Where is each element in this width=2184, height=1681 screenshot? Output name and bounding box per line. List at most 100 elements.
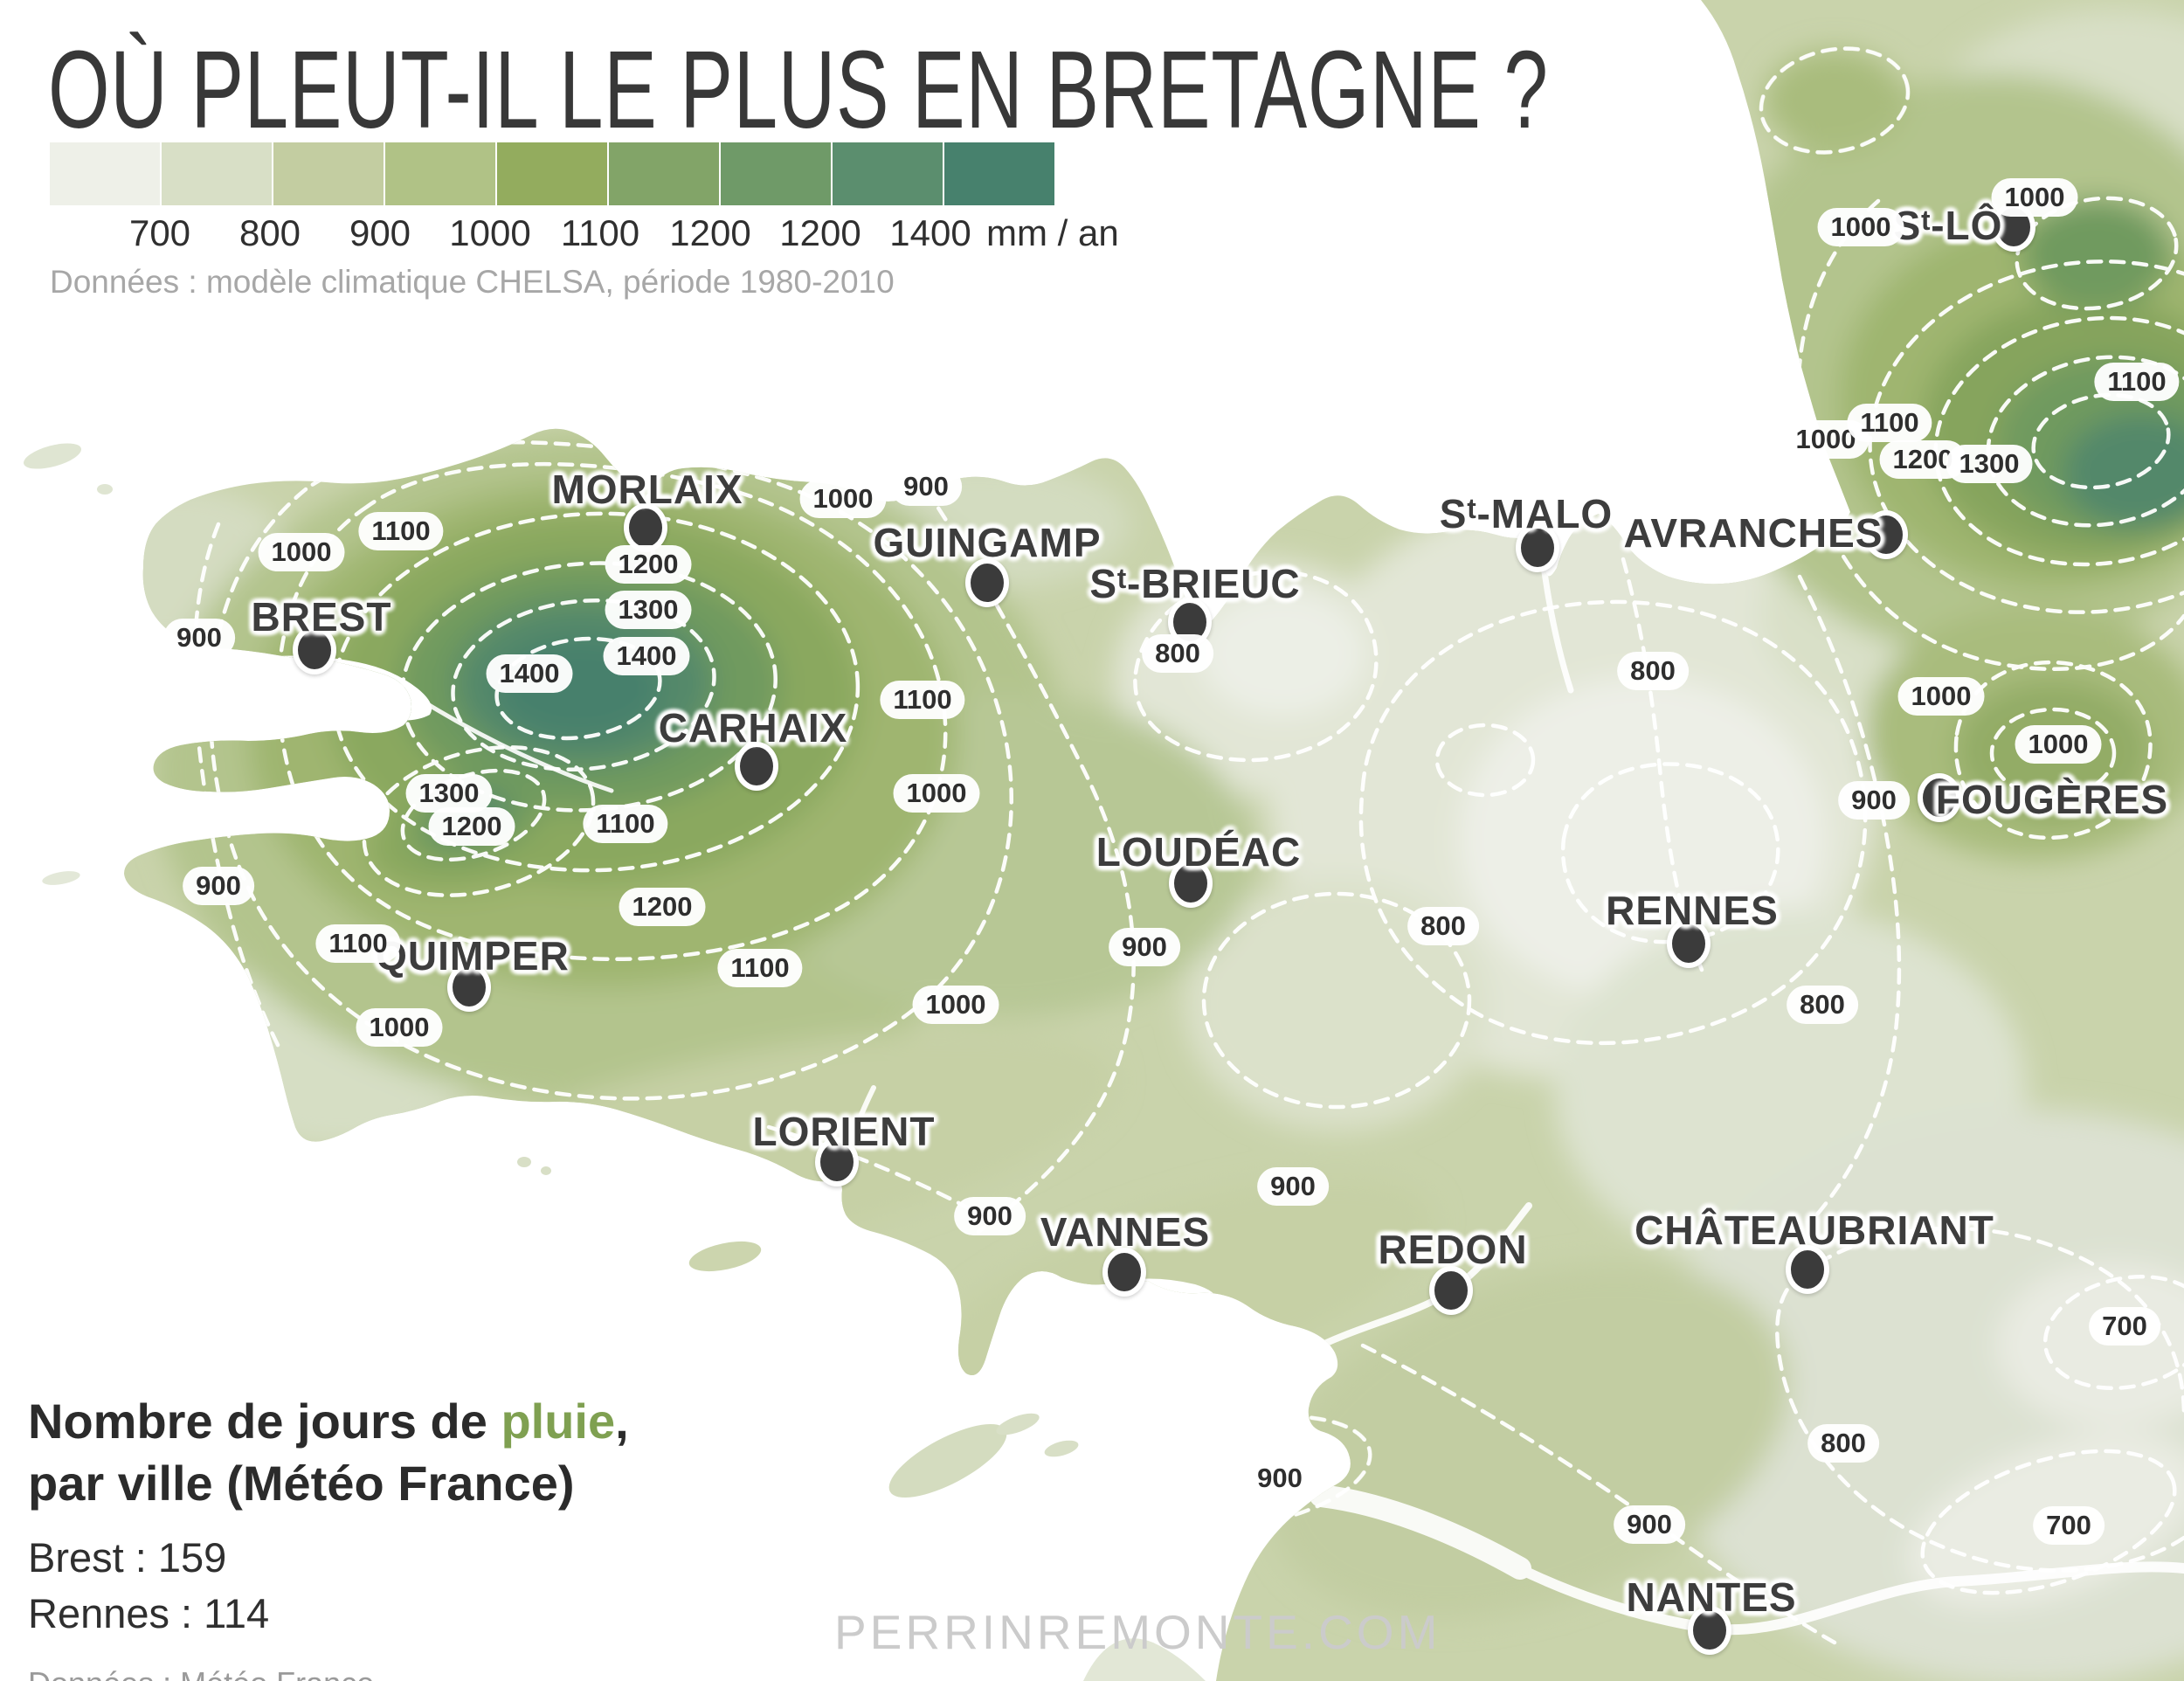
city-dot	[1102, 1248, 1146, 1297]
legend-unit: mm / an	[986, 212, 1119, 253]
city-label: VANNES	[1040, 1209, 1211, 1255]
city-dot	[815, 1138, 859, 1186]
contour-value-label: 1000	[2015, 725, 2102, 764]
contour-value-label: 1200	[428, 807, 515, 846]
city-label: NANTES	[1626, 1574, 1797, 1620]
legend-tick: 1200	[779, 212, 861, 253]
data-source-note: Données : modèle climatique CHELSA, péri…	[50, 264, 895, 300]
legend-tick: 1200	[669, 212, 751, 253]
city-label: RENNES	[1606, 888, 1779, 933]
contour-value-label: 1000	[893, 774, 980, 813]
legend-swatch	[609, 142, 719, 205]
contour-value-label: 900	[1257, 1167, 1329, 1206]
contour-value-label: 1400	[486, 654, 573, 693]
contour-value-label: 1300	[605, 591, 692, 629]
contour-value-label: 1000	[912, 986, 999, 1024]
city-dot	[293, 626, 336, 674]
contour-value-label: 1100	[717, 949, 803, 987]
city-dot	[1516, 523, 1559, 572]
city-label: Sᵗ-MALO	[1439, 491, 1614, 536]
contour-value-label: 900	[183, 867, 254, 905]
rain-days-annotation: Nombre de jours de pluie, par ville (Mét…	[28, 1391, 629, 1681]
annotation-heading-line2: par ville (Météo France)	[28, 1455, 575, 1511]
contour-value-label: 900	[163, 619, 235, 657]
contour-value-label: 1000	[258, 533, 345, 571]
city-dot	[1169, 859, 1213, 908]
contour-value-label: 800	[1787, 986, 1858, 1024]
contour-value-label: 900	[1838, 781, 1910, 820]
legend-swatch	[385, 142, 495, 205]
city-dot	[1918, 773, 1961, 822]
contour-value-label: 700	[2033, 1506, 2105, 1545]
city-label: LORIENT	[752, 1109, 936, 1154]
contour-value-label: 900	[890, 467, 962, 506]
city-label: AVRANCHES	[1623, 510, 1883, 556]
city-dot	[624, 503, 667, 552]
legend-tick: 800	[238, 212, 301, 253]
legend-tick: 1400	[889, 212, 971, 253]
contour-value-label: 900	[1244, 1459, 1316, 1498]
city-label: Sᵗ-BRIEUC	[1089, 561, 1301, 606]
contour-value-label: 800	[1617, 652, 1689, 690]
annotation-source: Données : Météo France	[28, 1664, 629, 1681]
annotation-heading: Nombre de jours de pluie, par ville (Mét…	[28, 1391, 629, 1514]
city-label: MORLAIX	[551, 467, 743, 512]
legend-swatch	[944, 142, 1054, 205]
legend-tick: 700	[128, 212, 191, 253]
contour-value-label: 1100	[315, 924, 401, 963]
contour-value-label: 1100	[358, 512, 444, 550]
annotation-heading-prefix: Nombre de jours de	[28, 1394, 501, 1449]
legend-tick: 1000	[449, 212, 531, 253]
city-dot	[965, 558, 1009, 607]
page-title: OÙ PLEUT-IL LE PLUS EN BRETAGNE ?	[48, 28, 1549, 151]
legend-tick-labels: 700 800 900 1000 1100 1200 1200 1400 mm / an	[50, 212, 1185, 256]
legend-swatch	[50, 142, 160, 205]
city-dot	[1688, 1606, 1731, 1655]
legend-swatch	[162, 142, 272, 205]
city-label: LOUDÉAC	[1095, 829, 1302, 875]
contour-value-label: 1100	[1847, 404, 1932, 442]
legend-swatch	[721, 142, 831, 205]
city-label: QUIMPER	[376, 933, 570, 979]
legend-tick: 1100	[560, 212, 640, 253]
city-dot	[1864, 510, 1908, 559]
city-label: BREST	[251, 594, 392, 640]
contour-value-label: 1300	[405, 774, 493, 813]
city-label: CARHAIX	[658, 705, 848, 751]
contour-value-label: 1000	[1991, 178, 2078, 217]
contour-value-label: 1100	[880, 681, 965, 719]
contour-value-label: 900	[954, 1197, 1026, 1235]
city-rain-days: Brest : 159	[28, 1534, 227, 1581]
city-dot	[1667, 919, 1711, 968]
contour-value-label: 1200	[619, 888, 706, 926]
contour-value-label: 800	[1142, 634, 1213, 673]
contour-value-label: 1000	[1817, 208, 1904, 246]
contour-value-label: 900	[1109, 928, 1180, 966]
city-label: REDON	[1378, 1227, 1528, 1272]
contour-value-label: 1000	[356, 1008, 443, 1047]
legend-tick: 900	[349, 212, 411, 253]
islands	[24, 443, 1206, 1681]
contour-value-label: 700	[2089, 1307, 2160, 1345]
contour-value-label: 1100	[2094, 363, 2180, 401]
city-label: CHÂTEAUBRIANT	[1635, 1207, 1994, 1253]
city-label: Sᵗ-LÔ	[1893, 203, 2003, 248]
contour-value-label: 800	[1407, 907, 1479, 945]
annotation-heading-highlight: pluie	[501, 1394, 616, 1449]
legend-swatch	[497, 142, 607, 205]
city-dot	[1786, 1245, 1829, 1294]
contour-value-label: 900	[1614, 1505, 1685, 1544]
watermark: PERRINREMONTE.COM	[834, 1605, 1441, 1659]
contour-value-label: 1100	[583, 805, 668, 843]
legend-color-scale	[50, 142, 1054, 205]
contour-value-label: 1000	[1782, 420, 1870, 459]
legend-swatch	[833, 142, 943, 205]
city-rain-days: Rennes : 114	[28, 1589, 270, 1636]
annotation-heading-comma: ,	[615, 1394, 629, 1449]
city-label: GUINGAMP	[873, 520, 1102, 565]
contour-value-label: 1200	[605, 545, 692, 584]
city-dot	[735, 742, 778, 791]
legend-swatch	[273, 142, 384, 205]
contour-value-label: 1000	[799, 480, 887, 518]
